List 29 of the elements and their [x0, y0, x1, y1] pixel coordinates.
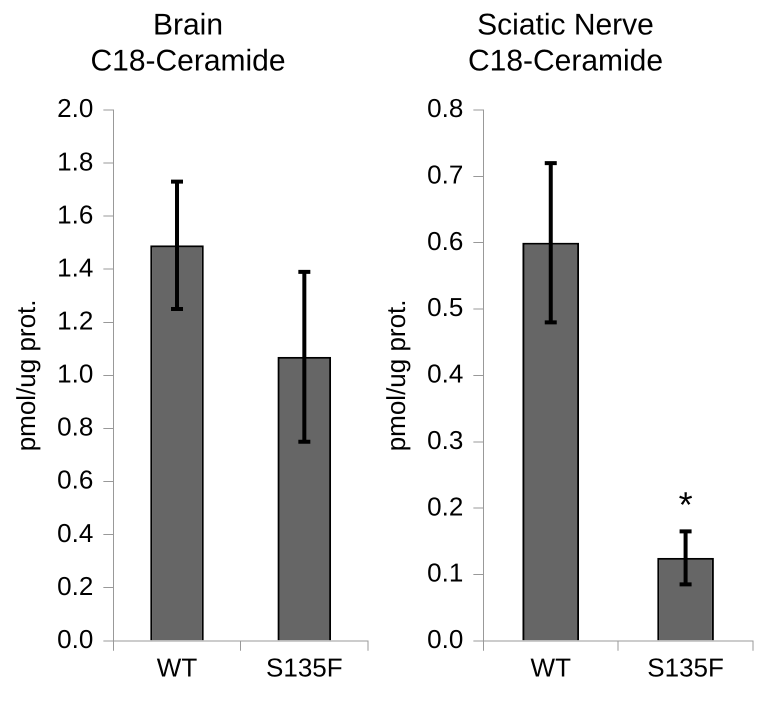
y-tick-label: 0.2 — [57, 570, 94, 601]
x-tick-label: WT — [156, 652, 198, 683]
y-tick-label: 0.4 — [57, 518, 94, 548]
y-tick-label: 0.0 — [427, 624, 464, 654]
y-tick-label: 0.0 — [57, 624, 94, 654]
y-tick-label: 1.4 — [57, 252, 94, 282]
y-tick-label: 0.1 — [427, 558, 464, 588]
y-tick-label: 0.4 — [427, 358, 464, 389]
x-tick-label: S135F — [647, 652, 724, 683]
y-tick-label: 0.7 — [427, 160, 464, 190]
y-tick-label: 0.6 — [427, 226, 464, 256]
annotation: * — [678, 484, 693, 526]
y-tick-label: 0.8 — [57, 412, 94, 442]
y-tick-label: 1.8 — [57, 146, 94, 176]
y-tick-label: 0.6 — [57, 464, 94, 495]
y-tick-label: 0.2 — [427, 491, 464, 522]
y-tick-label: 0.3 — [427, 424, 464, 455]
y-tick-label: 1.2 — [57, 305, 94, 336]
chart-title: Sciatic Nerve C18-Ceramide — [468, 8, 664, 78]
chart-title: Brain C18-Ceramide — [90, 8, 286, 78]
y-tick-label: 2.0 — [57, 93, 94, 124]
y-tick-label: 0.8 — [427, 93, 464, 124]
x-tick-label: WT — [530, 652, 572, 683]
y-axis-title: pmol/ug prot. — [10, 300, 41, 452]
y-tick-label: 0.5 — [427, 292, 464, 322]
y-axis-title: pmol/ug prot. — [380, 300, 411, 452]
y-tick-label: 1.6 — [57, 199, 94, 230]
x-tick-label: S135F — [266, 652, 343, 683]
y-tick-label: 1.0 — [57, 358, 94, 389]
